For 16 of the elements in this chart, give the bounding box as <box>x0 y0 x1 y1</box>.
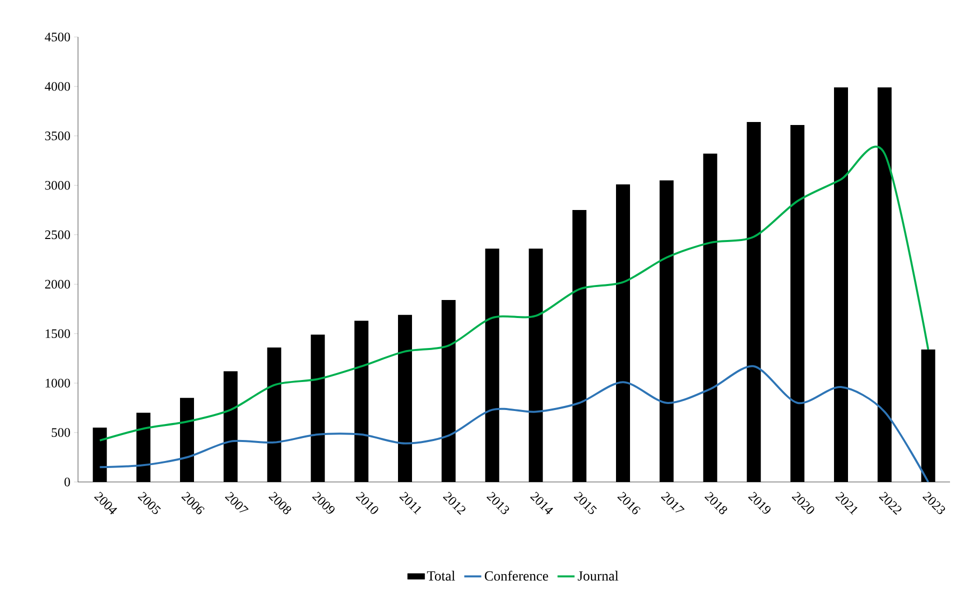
y-tick-label: 4000 <box>44 82 70 91</box>
legend-label: Conference <box>484 570 548 581</box>
x-tick-label: 2017 <box>660 492 685 512</box>
y-tick-label: 500 <box>52 428 70 437</box>
y-tick-label: 2500 <box>45 230 70 240</box>
y-tick-label: 0 <box>64 478 70 486</box>
line-series <box>98 365 930 482</box>
y-tick-label: 3500 <box>45 132 70 140</box>
y-tick-label: 4500 <box>44 32 70 42</box>
y-tick-label: 2000 <box>45 280 70 289</box>
legend-label: Total <box>427 570 456 581</box>
y-tick-label: 3000 <box>45 180 70 190</box>
y-tick-label: 1500 <box>46 329 70 338</box>
y-tick-label: 1000 <box>46 378 70 388</box>
x-tick-label: 2007 <box>224 492 249 512</box>
legend-label: Journal <box>578 570 618 581</box>
